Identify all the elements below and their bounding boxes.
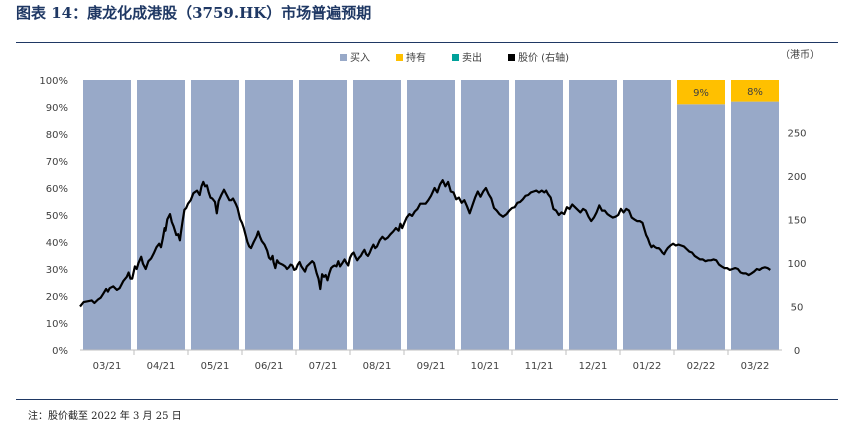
- x-tick-label: 04/21: [147, 361, 176, 372]
- y-right-tick-label: 50: [791, 302, 804, 313]
- x-tick-label: 12/21: [579, 361, 608, 372]
- data-label-02-22: 9%: [693, 88, 709, 99]
- legend-swatch: [340, 54, 347, 61]
- right-axis-unit: （港币）: [780, 49, 820, 61]
- x-tick-label: 05/21: [201, 361, 230, 372]
- x-tick-label: 01/22: [633, 361, 662, 372]
- legend-swatch: [396, 54, 403, 61]
- bar-03-21-s0: [83, 80, 131, 350]
- bar-group: [83, 80, 779, 350]
- y-right-tick-label: 200: [787, 172, 806, 183]
- x-tick-label: 02/22: [687, 361, 716, 372]
- y-left-tick-label: 80%: [46, 130, 68, 141]
- y-left-tick-label: 100%: [39, 76, 68, 87]
- x-tick-label: 07/21: [309, 361, 338, 372]
- legend-swatch: [508, 54, 515, 61]
- x-tick-label: 10/21: [471, 361, 500, 372]
- price-line-series: [79, 179, 771, 308]
- y-left-tick-label: 30%: [46, 265, 68, 276]
- bar-09-21-s0: [407, 80, 455, 350]
- x-tick-label: 03/22: [741, 361, 770, 372]
- y-right-tick-label: 0: [794, 346, 800, 357]
- chart-title: 图表 14：康龙化成港股（3759.HK）市场普遍预期: [16, 4, 372, 22]
- legend: 买入 持有 卖出 股价 (右轴): [340, 51, 569, 64]
- bar-07-21-s0: [299, 80, 347, 350]
- y-right-tick-label: 100: [787, 259, 806, 270]
- bottom-rule: [16, 399, 838, 400]
- x-tick-label: 03/21: [93, 361, 122, 372]
- footnote: 注：股价截至 2022 年 3 月 25 日: [28, 411, 182, 422]
- y-right-tick-label: 150: [787, 215, 806, 226]
- bar-04-21-s0: [137, 80, 185, 350]
- top-rule: [16, 42, 838, 43]
- bar-03-22-s0: [731, 101, 779, 350]
- bar-08-21-s0: [353, 80, 401, 350]
- y-left-tick-label: 40%: [46, 238, 68, 249]
- bar-06-21-s0: [245, 80, 293, 350]
- legend-label: 买入: [350, 52, 370, 64]
- bar-03-22-s1: [731, 80, 779, 102]
- bar-05-21-s0: [191, 80, 239, 350]
- x-tick-label: 06/21: [255, 361, 284, 372]
- y-left-tick-label: 10%: [46, 319, 68, 330]
- y-left-tick-label: 90%: [46, 103, 68, 114]
- bar-11-21-s0: [515, 80, 563, 350]
- y-right-tick-label: 250: [787, 128, 806, 139]
- legend-swatch: [452, 54, 459, 61]
- y-left-tick-label: 70%: [46, 157, 68, 168]
- data-label-group: 9% 8%: [693, 87, 763, 99]
- data-label-03-22: 8%: [747, 87, 763, 98]
- chart-area: 9% 8% 03/21 04/21 05/21 06/21 07/21 08/21 09/21…: [39, 49, 820, 372]
- y-left-tick-label: 0%: [52, 346, 68, 357]
- bar-02-22-s1: [677, 80, 725, 105]
- y-left-tick-label: 60%: [46, 184, 68, 195]
- y-left-tick-label: 50%: [46, 211, 68, 222]
- legend-label: 卖出: [462, 51, 482, 64]
- legend-label: 股价 (右轴): [518, 51, 569, 64]
- y-left-tick-label: 20%: [46, 292, 68, 303]
- x-tick-label: 11/21: [525, 361, 554, 372]
- axes-group: 03/21 04/21 05/21 06/21 07/21 08/21 09/21 10/21…: [39, 76, 806, 372]
- bar-02-22-s0: [677, 104, 725, 350]
- legend-label: 持有: [406, 51, 426, 64]
- x-tick-label: 08/21: [363, 361, 392, 372]
- x-tick-label: 09/21: [417, 361, 446, 372]
